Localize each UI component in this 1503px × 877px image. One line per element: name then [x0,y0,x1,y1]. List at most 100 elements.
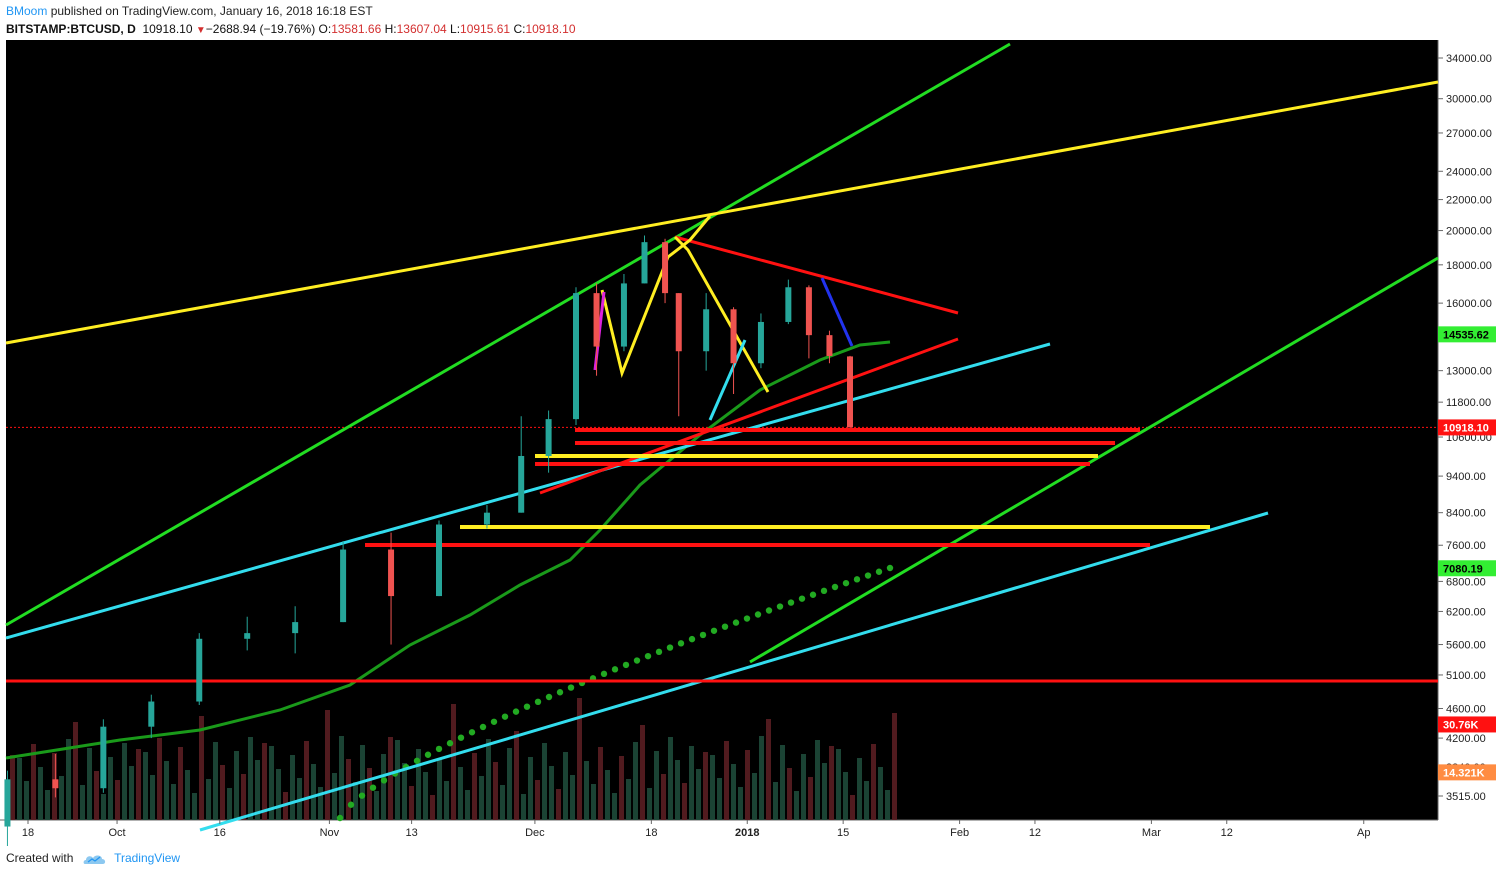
price-badge-bg [1438,419,1496,436]
price-badge-label: 30.76K [1443,719,1479,731]
volume-bar [122,743,127,820]
y-tick-label: 9400.00 [1446,471,1486,483]
curve-dot [655,648,663,656]
volume-bar [269,746,274,820]
curve-dot [688,635,696,643]
volume-bar [794,791,799,820]
open-label: O: [318,22,332,36]
x-tick-label: Ap [1357,827,1370,839]
blue-leg [820,277,854,347]
curve-dot [732,619,740,626]
volume-bar [472,753,477,820]
curve-dot [809,591,817,598]
volume-bar [395,740,400,820]
x-tick-label: Mar [1142,827,1161,839]
volume-bar [150,775,155,820]
curve-dot [622,661,630,669]
volume-bar [605,770,610,820]
author-link[interactable]: BMoom [6,4,48,18]
curve-dot [776,603,784,610]
x-tick-label: 2018 [735,827,759,839]
curve-dot [853,576,861,583]
price-badge-bg [1438,716,1496,733]
volume-bar [248,737,253,820]
volume-bar [311,764,316,820]
volume-bar [10,755,15,820]
y-tick-label: 4200.00 [1446,733,1486,745]
curve-dot [600,670,608,678]
red-trendline-upper [674,235,959,315]
volume-bar [717,778,722,820]
candle-body [785,287,792,322]
candle-body [641,242,648,284]
volume-bar [521,794,526,820]
volume-bar [486,739,491,820]
created-with-label: Created with [6,851,74,865]
x-tick-label: Dec [525,827,545,839]
curve-dot [743,615,751,622]
volume-bar [801,754,806,820]
curve-dot [820,587,828,595]
price-chart[interactable]: 34000.00 30000.00 27000.00 24000.00 22000.00… [0,40,1503,846]
y-tick-label: 4600.00 [1446,704,1486,716]
candle-body [675,293,682,352]
curve-dot [754,611,762,618]
volume-bar [220,765,225,820]
price-badge-label: 7080.19 [1443,563,1483,575]
y-tick-label: 22000.00 [1446,195,1492,207]
candle-body [292,622,299,634]
candle-body [388,549,395,597]
volume-bar [668,737,673,820]
yellow-trendline [5,80,1439,345]
volume-bar [234,751,239,820]
volume-bar [815,740,820,820]
time-axis[interactable] [0,820,1503,846]
y-tick-label: 3515.00 [1446,791,1486,803]
y-tick-label: 6200.00 [1446,606,1486,618]
x-tick-label: Oct [108,827,125,839]
curve-dot [644,652,652,660]
candle-body [757,321,764,364]
volume-bar [206,779,211,820]
volume-bar [766,719,771,820]
close-label: C: [513,22,526,36]
volume-bar [465,790,470,820]
volume-bar [59,776,64,820]
y-tick-label: 13000.00 [1446,366,1492,378]
volume-bar [108,757,113,820]
curve-dot [479,723,487,731]
price-badge-label: 14535.62 [1443,329,1489,341]
volume-bar [787,768,792,820]
price-badges: 14535.62 10918.10 7080.19 30.76K 14.321K [1438,326,1496,781]
curve-dot [666,644,674,651]
volume-bar [409,786,414,820]
candle-body [436,524,442,597]
curve-dot [633,657,641,664]
price-badge-label: 10918.10 [1443,422,1489,434]
volume-bar [563,752,568,820]
curve-dot [336,814,344,822]
candle-body [620,283,627,347]
symbol-label[interactable]: BITSTAMP:BTCUSD, D [6,22,136,36]
moving-average-line [5,340,891,760]
green-channel-upper [5,42,1011,627]
volume-bar [591,784,596,820]
curve-dot [358,792,366,799]
candle-body [826,335,833,356]
candle-body [100,726,107,789]
curve-dot [490,718,498,725]
curve-dot [523,703,531,710]
candle-body [483,512,490,525]
volume-bar [626,779,631,820]
curve-dot [721,623,729,630]
x-tick-label: Feb [950,827,969,839]
volume-bar [80,785,85,820]
volume-bar [598,747,603,820]
volume-bar [710,755,715,820]
volume-bar [682,783,687,820]
volume-bar [339,736,344,820]
curve-dot [567,684,575,691]
tradingview-link[interactable]: TradingView [114,851,181,865]
y-tick-label: 5100.00 [1446,670,1486,682]
cyan-trendline-lower [199,511,1269,832]
